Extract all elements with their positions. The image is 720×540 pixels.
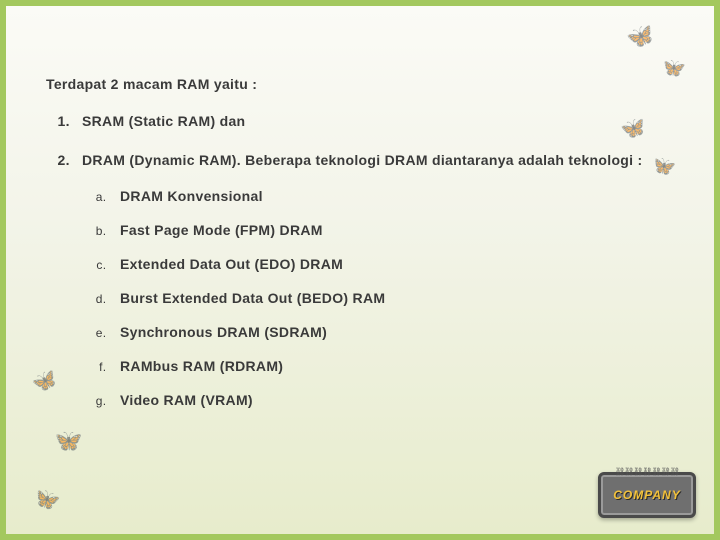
sub-item-text: Synchronous DRAM (SDRAM): [120, 324, 327, 340]
butterfly-icon: 🦋: [624, 21, 657, 53]
sub-item-text: Burst Extended Data Out (BEDO) RAM: [120, 290, 385, 306]
sub-list-item: Burst Extended Data Out (BEDO) RAM: [110, 290, 674, 306]
sub-list-item: Video RAM (VRAM): [110, 392, 674, 408]
sub-item-text: RAMbus RAM (RDRAM): [120, 358, 283, 374]
sub-list-item: Extended Data Out (EDO) DRAM: [110, 256, 674, 272]
heading-text: Terdapat 2 macam RAM yaitu :: [46, 76, 674, 92]
main-list-item: SRAM (Static RAM) dan: [74, 112, 674, 131]
chain-icon: ⛓⛓⛓⛓⛓⛓⛓: [609, 467, 685, 477]
sub-list-item: RAMbus RAM (RDRAM): [110, 358, 674, 374]
sub-list: DRAM Konvensional Fast Page Mode (FPM) D…: [82, 188, 674, 408]
sub-item-text: Video RAM (VRAM): [120, 392, 253, 408]
badge-label: COMPANY: [613, 488, 680, 502]
butterfly-icon: 🦋: [29, 482, 63, 516]
main-item-text: DRAM (Dynamic RAM). Beberapa teknologi D…: [82, 151, 674, 170]
main-item-text: SRAM (Static RAM) dan: [82, 112, 674, 131]
sub-list-item: Synchronous DRAM (SDRAM): [110, 324, 674, 340]
sub-list-item: Fast Page Mode (FPM) DRAM: [110, 222, 674, 238]
main-list: SRAM (Static RAM) dan DRAM (Dynamic RAM)…: [46, 112, 674, 408]
main-list-item: DRAM (Dynamic RAM). Beberapa teknologi D…: [74, 151, 674, 408]
company-badge: ⛓⛓⛓⛓⛓⛓⛓ COMPANY: [598, 472, 696, 518]
content-area: Terdapat 2 macam RAM yaitu : SRAM (Stati…: [46, 76, 674, 428]
sub-item-text: Extended Data Out (EDO) DRAM: [120, 256, 343, 272]
sub-item-text: Fast Page Mode (FPM) DRAM: [120, 222, 323, 238]
butterfly-icon: 🦋: [52, 426, 84, 456]
slide-container: 🦋 🦋 🦋 🦋 🦋 🦋 🦋 Terdapat 2 macam RAM yaitu…: [0, 0, 720, 540]
sub-item-text: DRAM Konvensional: [120, 188, 263, 204]
sub-list-item: DRAM Konvensional: [110, 188, 674, 204]
